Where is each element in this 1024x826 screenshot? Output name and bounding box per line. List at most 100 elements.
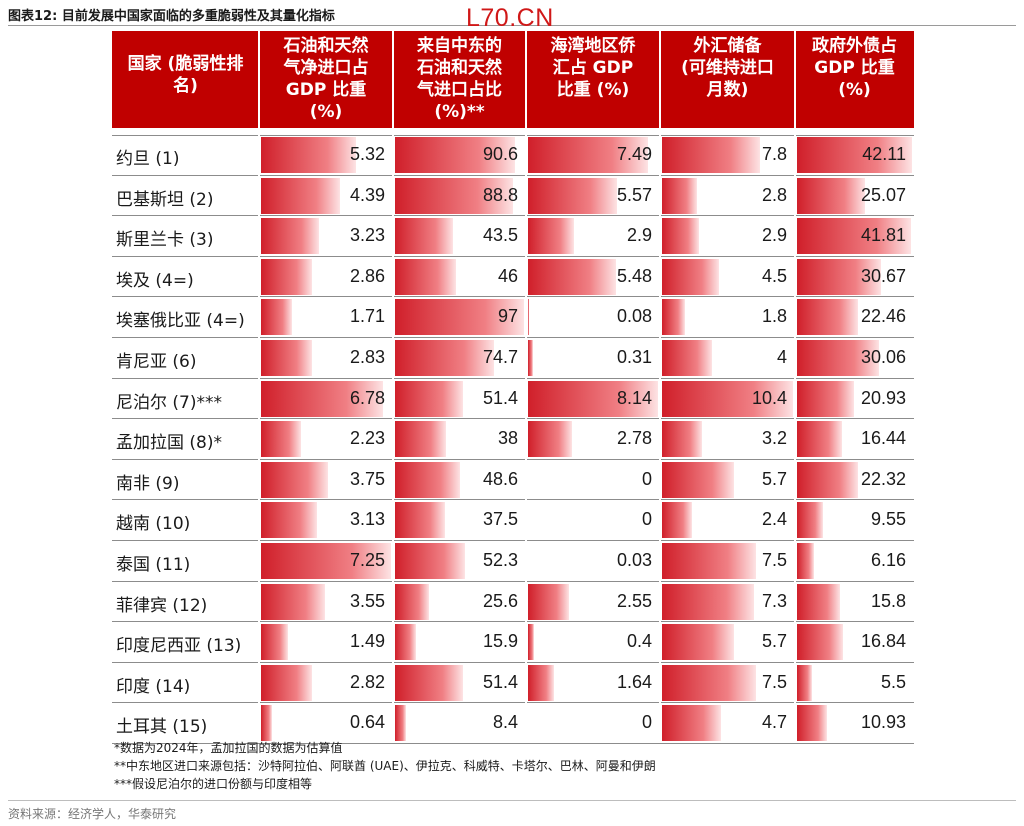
cell-value: 5.7 xyxy=(761,468,787,489)
data-bar xyxy=(797,421,842,458)
cell-value: 4.5 xyxy=(761,265,787,286)
row-rule xyxy=(112,540,914,541)
cell-value: 2.82 xyxy=(349,671,385,692)
cell-value: 2.55 xyxy=(616,590,652,611)
row-rule xyxy=(112,580,914,582)
cell-value: 16.84 xyxy=(860,631,906,652)
data-bar xyxy=(395,705,407,742)
cell-value: 8.4 xyxy=(492,712,518,733)
cell-value: 9.55 xyxy=(870,509,906,530)
data-bar xyxy=(662,461,734,498)
header-cell-4: 外汇储备 (可维持进口 月数) xyxy=(660,31,795,128)
data-bar xyxy=(261,380,383,417)
cell-value: 37.5 xyxy=(482,509,518,530)
data-bar xyxy=(797,340,880,376)
cell-value: 42.11 xyxy=(862,144,906,164)
row-country-label: 埃及 (4=) xyxy=(116,270,194,291)
data-bar xyxy=(395,583,430,620)
header-line: 石油和天然 xyxy=(283,36,369,56)
data-bar xyxy=(395,299,524,336)
cell-value: 43.5 xyxy=(482,225,518,246)
watermark: L70.CN xyxy=(466,4,554,32)
cell-value: 3.55 xyxy=(349,590,385,611)
data-bar xyxy=(662,340,713,376)
header-line: 外汇储备 xyxy=(693,36,762,56)
data-bar xyxy=(261,340,312,376)
cell-value: 25.07 xyxy=(860,184,906,205)
cell-value: 2.23 xyxy=(349,428,385,449)
cell-value: 16.44 xyxy=(860,428,906,449)
data-bar xyxy=(261,461,329,498)
cell-value: 90.6 xyxy=(482,144,518,164)
cell-value: 20.93 xyxy=(860,387,906,408)
cell-value: 7.5 xyxy=(761,671,787,692)
header-cell-0: 国家 (脆弱性排 名) xyxy=(112,31,259,128)
cell-value: 2.4 xyxy=(761,509,787,530)
row-rule xyxy=(112,174,914,176)
data-bar xyxy=(261,583,325,620)
cell-value: 2.8 xyxy=(761,184,787,205)
data-bar xyxy=(662,380,793,417)
header-line: 来自中东的 xyxy=(417,36,502,56)
cell-value: 30.06 xyxy=(860,347,906,367)
cell-value: 0.03 xyxy=(616,550,652,570)
row-country-label: 印度 (14) xyxy=(116,676,191,697)
data-bar xyxy=(528,664,555,701)
header-cell-5: 政府外债占 GDP 比重 (%) xyxy=(795,31,914,128)
header-line: (%) xyxy=(838,80,871,100)
data-bar xyxy=(797,380,855,417)
cell-value: 3.75 xyxy=(349,468,385,489)
cell-value: 3.2 xyxy=(761,428,787,449)
data-bar xyxy=(797,705,827,742)
header-cell-1: 石油和天然 气净进口占 GDP 比重 (%) xyxy=(259,31,393,128)
cell-value: 25.6 xyxy=(482,590,518,611)
data-bar xyxy=(395,340,495,376)
data-bar xyxy=(662,177,698,214)
header-line: (可维持进口 xyxy=(681,58,774,78)
cell-value: 38 xyxy=(497,428,518,449)
header-line: 比重 (%) xyxy=(556,80,630,100)
row-rule xyxy=(112,702,914,704)
cell-value: 7.8 xyxy=(761,144,787,164)
cell-value: 2.86 xyxy=(349,265,385,286)
data-bar xyxy=(528,583,569,620)
row-country-label: 印度尼西亚 (13) xyxy=(116,636,242,657)
cell-value: 1.64 xyxy=(616,671,652,692)
header-line: 国家 (脆弱性排 xyxy=(127,54,244,74)
cell-value: 30.67 xyxy=(860,265,906,286)
cell-value: 51.4 xyxy=(482,671,518,692)
row-country-label: 土耳其 (15) xyxy=(116,717,208,738)
data-bar xyxy=(261,299,292,336)
cell-value: 88.8 xyxy=(482,184,518,205)
cell-value: 0 xyxy=(641,509,652,530)
cell-value: 3.13 xyxy=(349,509,385,530)
data-bar xyxy=(528,137,648,173)
column-separator xyxy=(258,31,260,743)
row-rule xyxy=(112,135,914,136)
cell-value: 5.5 xyxy=(880,671,906,692)
row-rule xyxy=(112,458,914,460)
data-bar xyxy=(395,258,457,295)
cell-value: 22.46 xyxy=(860,306,906,327)
data-bar xyxy=(797,583,841,620)
cell-value: 2.9 xyxy=(626,225,652,246)
header-cell-2: 来自中东的 石油和天然 气进口占比 (%)** xyxy=(393,31,526,128)
row-rule xyxy=(112,661,914,663)
header-line: (%) xyxy=(309,102,343,122)
cell-value: 0.4 xyxy=(626,631,652,652)
data-bar xyxy=(261,421,301,458)
row-rule xyxy=(112,337,914,338)
cell-value: 4.7 xyxy=(761,712,787,733)
source-note: 资料来源：经济学人，华泰研究 xyxy=(8,807,177,821)
cell-value: 4 xyxy=(776,347,787,367)
data-bar xyxy=(395,624,417,661)
cell-value: 15.8 xyxy=(870,590,906,611)
data-bar xyxy=(662,299,685,336)
cell-value: 5.32 xyxy=(349,144,385,164)
row-rule xyxy=(112,215,914,217)
data-bar xyxy=(395,137,516,173)
data-bar xyxy=(528,177,617,214)
data-bar xyxy=(797,543,814,579)
header-line: 气净进口占 xyxy=(283,58,369,78)
data-bar xyxy=(797,299,859,336)
